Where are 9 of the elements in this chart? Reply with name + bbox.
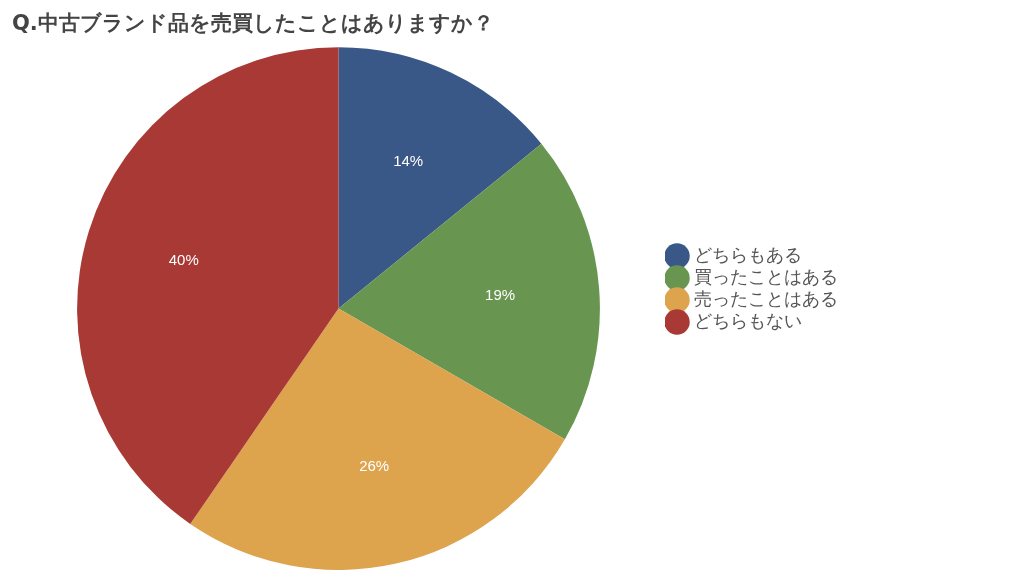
data-label: 19% bbox=[485, 285, 516, 303]
legend-label: 売ったことはある bbox=[694, 287, 838, 309]
legend-label: どちらもない bbox=[694, 309, 802, 331]
data-label: 26% bbox=[359, 456, 390, 474]
data-label: 40% bbox=[168, 250, 199, 268]
legend-label: 買ったことはある bbox=[694, 265, 838, 287]
legend-label: どちらもある bbox=[694, 243, 802, 265]
data-label: 14% bbox=[393, 152, 424, 170]
chart-title: Q.中古ブランド品を売買したことはありますか？ bbox=[12, 11, 494, 36]
